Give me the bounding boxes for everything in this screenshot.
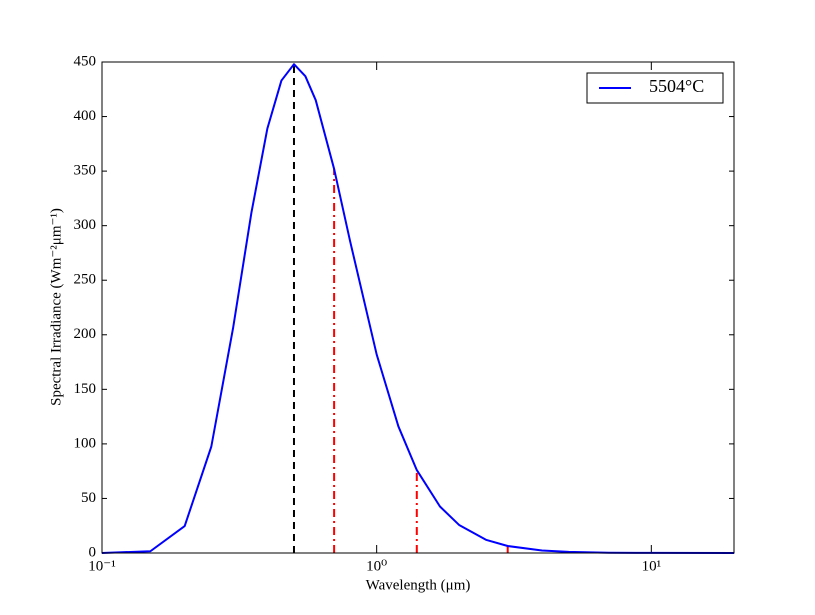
y-tick-label: 250 bbox=[74, 272, 97, 288]
y-tick-label: 50 bbox=[81, 490, 96, 506]
y-tick-label: 150 bbox=[74, 381, 97, 397]
y-tick-label: 400 bbox=[74, 108, 97, 124]
x-tick-label: 10¹ bbox=[642, 558, 662, 574]
legend-label: 5504°C bbox=[649, 76, 704, 96]
x-axis-label: Wavelength (μm) bbox=[366, 577, 471, 593]
y-tick-label: 350 bbox=[74, 163, 97, 179]
y-tick-label: 450 bbox=[74, 53, 97, 69]
x-tick-label: 10⁰ bbox=[366, 558, 387, 574]
y-tick-label: 100 bbox=[74, 435, 97, 451]
series-line bbox=[101, 63, 735, 554]
y-tick-label: 200 bbox=[74, 326, 97, 342]
x-tick-label: 10⁻¹ bbox=[88, 558, 115, 574]
plot-frame bbox=[101, 61, 735, 554]
y-tick-label: 300 bbox=[74, 217, 97, 233]
y-tick-label: 0 bbox=[89, 544, 97, 560]
y-axis-label: Spectral Irradiance (Wm⁻²μm⁻¹) bbox=[48, 208, 64, 406]
